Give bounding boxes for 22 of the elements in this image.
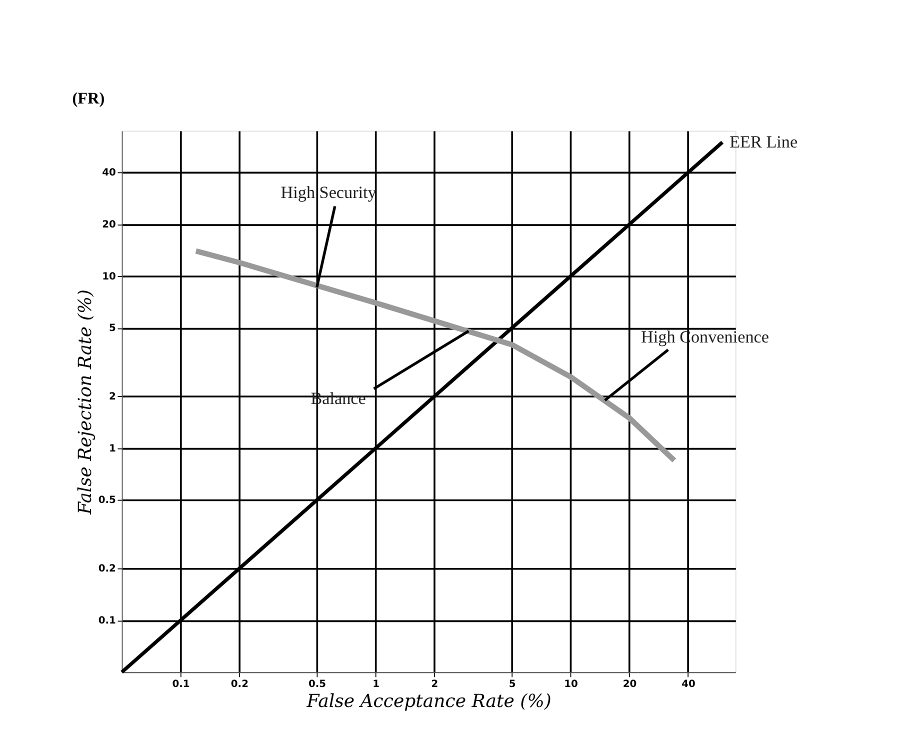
- x-tick-label: 20: [622, 679, 637, 690]
- x-tick-label: 40: [682, 679, 696, 690]
- y-tick-label: 0.2: [98, 564, 116, 575]
- y-tick-label: 20: [102, 220, 116, 231]
- x-axis-title: False Acceptance Rate (%): [306, 690, 552, 712]
- y-tick-label: 5: [109, 323, 116, 334]
- x-tick-label: 0.2: [230, 679, 249, 690]
- y-tick-label: 10: [102, 271, 116, 282]
- x-tick-label: 2: [431, 679, 438, 690]
- text: (FR): [72, 90, 105, 108]
- y-axis-title: False Rejection Rate (%): [75, 289, 96, 516]
- x-tick-label: 1: [372, 679, 380, 690]
- y-tick-label: 1: [109, 443, 116, 454]
- x-tick-label: 0.1: [172, 679, 190, 690]
- y-tick-label: 0.1: [98, 616, 116, 627]
- y-tick-label: 40: [102, 168, 116, 179]
- x-tick-label: 0.5: [308, 679, 326, 690]
- x-tick-label: 10: [564, 679, 578, 690]
- y-tick-label: 2: [109, 392, 116, 403]
- annotation: EER Line: [730, 132, 798, 152]
- x-tick-label: 5: [508, 679, 516, 690]
- y-tick-label: 0.5: [98, 495, 116, 506]
